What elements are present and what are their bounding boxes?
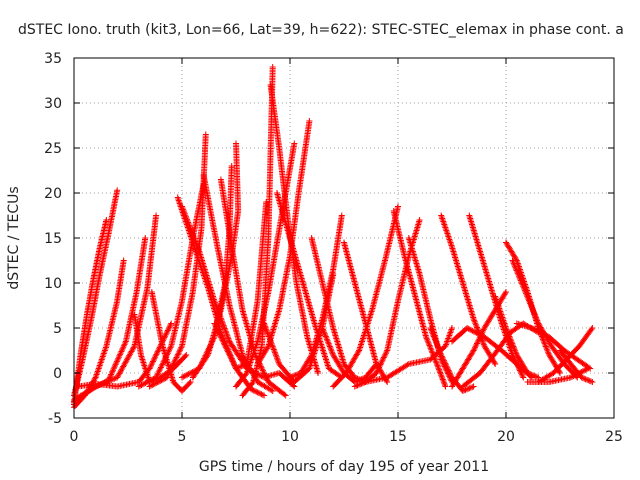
- axis-ticks: 0 5 10 15 20 25 -5 0 5 10 15 20 25 30 35: [44, 51, 623, 445]
- series-17: [211, 199, 270, 372]
- series-30-points: [390, 208, 449, 390]
- series-28-points: [330, 203, 401, 390]
- y-axis-title: dSTEC / TECUs: [6, 186, 22, 289]
- series-25-points: [308, 235, 369, 385]
- x-tick-label: 25: [605, 429, 623, 445]
- series-25: [308, 235, 369, 385]
- series-24-points: [287, 212, 345, 381]
- y-tick-label: 5: [53, 321, 62, 337]
- series-40-points: [509, 257, 581, 381]
- y-tick-label: -5: [48, 411, 62, 427]
- series-42: [513, 320, 594, 372]
- series-41: [492, 293, 542, 381]
- series-9-points: [135, 181, 207, 390]
- series-17-points: [211, 199, 270, 372]
- y-tick-label: 20: [44, 186, 62, 202]
- y-tick-label: 15: [44, 231, 62, 247]
- x-tick-label: 5: [178, 429, 187, 445]
- series-19: [239, 64, 276, 399]
- chart-title: dSTEC Iono. truth (kit3, Lon=66, Lat=39,…: [18, 22, 624, 38]
- y-tick-label: 10: [44, 276, 62, 292]
- series-24: [287, 212, 345, 381]
- series-16-points: [179, 163, 235, 381]
- y-tick-label: 30: [44, 96, 62, 112]
- series-45-points: [524, 365, 592, 385]
- x-tick-label: 0: [70, 429, 79, 445]
- series-32-points: [362, 325, 455, 385]
- series-28: [330, 203, 401, 390]
- series-40: [509, 257, 581, 381]
- series-45: [524, 365, 592, 385]
- series-30: [390, 208, 449, 390]
- data-marks: [71, 64, 596, 411]
- series-42-points: [513, 320, 594, 372]
- y-tick-label: 25: [44, 141, 62, 157]
- y-tick-label: 0: [53, 366, 62, 382]
- x-tick-label: 15: [389, 429, 407, 445]
- y-tick-label: 35: [44, 51, 62, 67]
- series-41-points: [492, 293, 542, 381]
- series-33-points: [427, 325, 477, 394]
- x-tick-label: 20: [497, 429, 515, 445]
- series-16: [179, 163, 235, 381]
- series-33: [427, 325, 477, 394]
- series-32: [362, 325, 455, 385]
- x-axis-title: GPS time / hours of day 195 of year 2011: [199, 459, 489, 475]
- series-19-points: [239, 64, 276, 399]
- x-tick-label: 10: [281, 429, 299, 445]
- series-9: [135, 181, 207, 390]
